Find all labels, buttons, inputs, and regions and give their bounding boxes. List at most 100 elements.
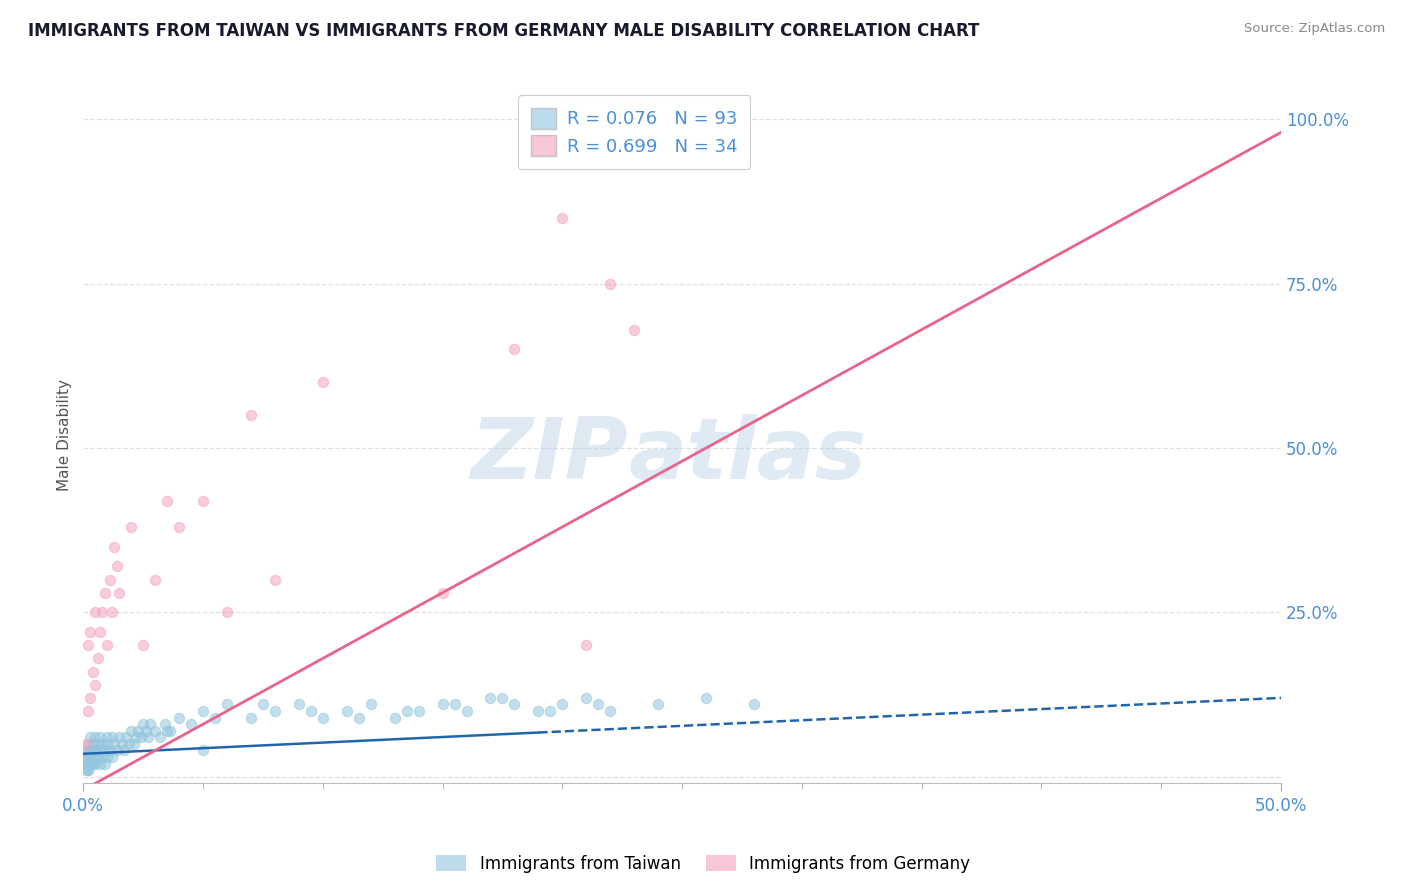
Text: atlas: atlas — [628, 414, 866, 497]
Point — [136, 731, 159, 745]
Point — [538, 704, 561, 718]
Point — [143, 723, 166, 738]
Point — [167, 520, 190, 534]
Point — [127, 723, 149, 738]
Point — [588, 698, 610, 712]
Point — [94, 756, 117, 771]
Point — [89, 625, 111, 640]
Point — [623, 323, 645, 337]
Point — [180, 717, 202, 731]
Point — [139, 717, 162, 731]
Point — [132, 638, 155, 652]
Point — [215, 698, 238, 712]
Point — [84, 606, 107, 620]
Point — [108, 731, 131, 745]
Point — [110, 737, 132, 751]
Point — [79, 690, 101, 705]
Point — [77, 750, 100, 764]
Point — [101, 750, 124, 764]
Point — [79, 731, 101, 745]
Point — [86, 737, 108, 751]
Legend: Immigrants from Taiwan, Immigrants from Germany: Immigrants from Taiwan, Immigrants from … — [429, 848, 977, 880]
Point — [82, 665, 104, 679]
Point — [103, 540, 125, 554]
Point — [599, 277, 621, 291]
Point — [77, 704, 100, 718]
Text: IMMIGRANTS FROM TAIWAN VS IMMIGRANTS FROM GERMANY MALE DISABILITY CORRELATION CH: IMMIGRANTS FROM TAIWAN VS IMMIGRANTS FRO… — [28, 22, 980, 40]
Point — [551, 211, 574, 225]
Point — [77, 763, 100, 777]
Point — [76, 750, 98, 764]
Point — [742, 698, 765, 712]
Point — [77, 756, 100, 771]
Text: Source: ZipAtlas.com: Source: ZipAtlas.com — [1244, 22, 1385, 36]
Point — [191, 493, 214, 508]
Point — [82, 743, 104, 757]
Point — [84, 750, 107, 764]
Point — [98, 743, 121, 757]
Point — [156, 723, 179, 738]
Point — [84, 731, 107, 745]
Point — [239, 710, 262, 724]
Point — [360, 698, 382, 712]
Point — [122, 737, 145, 751]
Point — [120, 520, 142, 534]
Point — [527, 704, 550, 718]
Point — [84, 678, 107, 692]
Point — [204, 710, 226, 724]
Point — [82, 737, 104, 751]
Point — [91, 750, 114, 764]
Point — [299, 704, 322, 718]
Point — [456, 704, 478, 718]
Point — [89, 743, 111, 757]
Point — [75, 737, 97, 751]
Point — [264, 704, 287, 718]
Point — [156, 493, 179, 508]
Text: ZIP: ZIP — [471, 414, 628, 497]
Point — [84, 743, 107, 757]
Point — [503, 343, 526, 357]
Point — [79, 625, 101, 640]
Point — [101, 606, 124, 620]
Point — [395, 704, 418, 718]
Point — [79, 750, 101, 764]
Point — [77, 743, 100, 757]
Point — [118, 737, 141, 751]
Point — [75, 756, 97, 771]
Point — [91, 737, 114, 751]
Point — [75, 763, 97, 777]
Point — [125, 731, 148, 745]
Point — [191, 743, 214, 757]
Point — [288, 698, 311, 712]
Point — [103, 737, 125, 751]
Point — [98, 573, 121, 587]
Point — [215, 606, 238, 620]
Point — [143, 573, 166, 587]
Point — [191, 704, 214, 718]
Point — [239, 408, 262, 422]
Point — [551, 698, 574, 712]
Point — [79, 756, 101, 771]
Point — [96, 737, 118, 751]
Point — [75, 750, 97, 764]
Point — [575, 690, 598, 705]
Point — [105, 559, 128, 574]
Point — [115, 731, 138, 745]
Point — [491, 690, 513, 705]
Point — [77, 638, 100, 652]
Point — [384, 710, 406, 724]
Point — [73, 756, 96, 771]
Point — [647, 698, 669, 712]
Point — [149, 731, 172, 745]
Legend: R = 0.076   N = 93, R = 0.699   N = 34: R = 0.076 N = 93, R = 0.699 N = 34 — [519, 95, 751, 169]
Point — [96, 731, 118, 745]
Point — [135, 723, 157, 738]
Y-axis label: Male Disability: Male Disability — [58, 379, 72, 491]
Point — [94, 585, 117, 599]
Point — [167, 710, 190, 724]
Point — [695, 690, 717, 705]
Point — [94, 743, 117, 757]
Point — [159, 723, 181, 738]
Point — [96, 750, 118, 764]
Point — [129, 731, 152, 745]
